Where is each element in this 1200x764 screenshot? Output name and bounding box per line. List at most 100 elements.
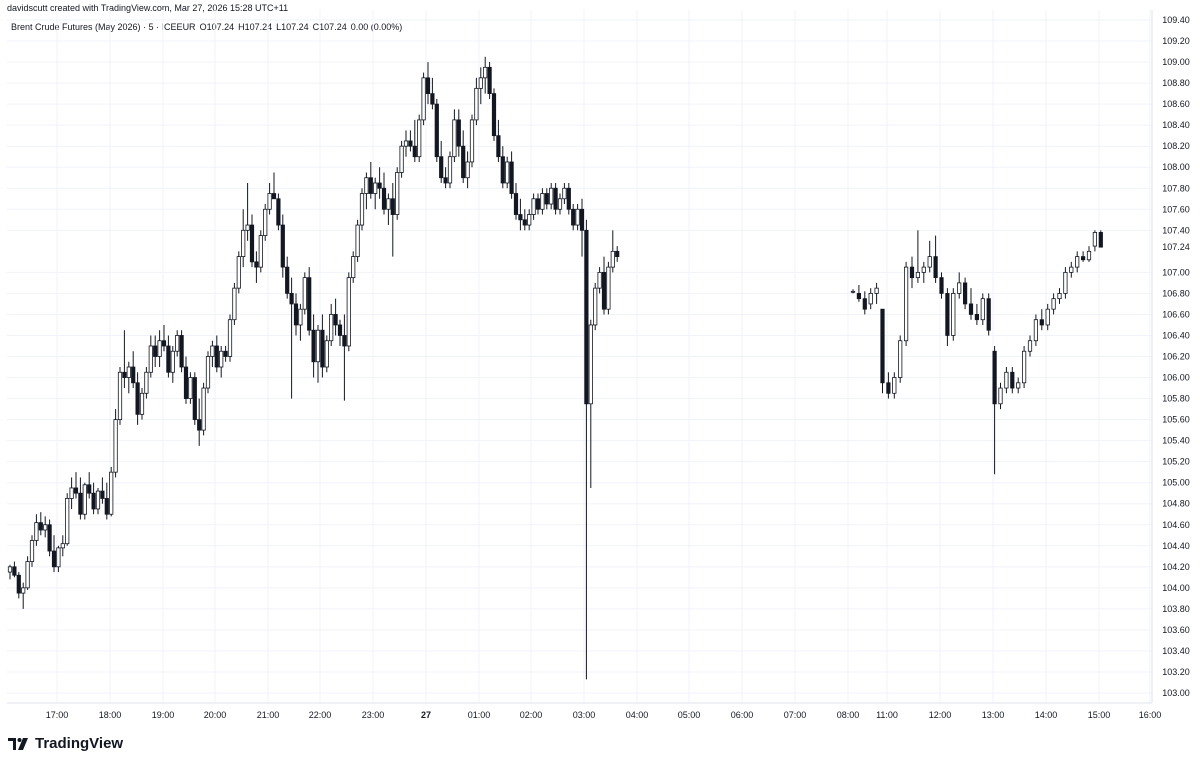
- candle-body: [478, 77, 483, 89]
- y-tick-label: 107.80: [1162, 183, 1190, 193]
- candle-body: [408, 140, 413, 147]
- candle-body: [139, 392, 145, 415]
- candle-body: [236, 256, 241, 289]
- candle-body: [122, 371, 127, 378]
- candle-body: [1081, 256, 1086, 261]
- candle-body: [1069, 266, 1074, 273]
- candle-body: [161, 340, 167, 347]
- y-tick-label: 109.20: [1162, 36, 1190, 46]
- candle-body: [939, 277, 944, 294]
- candle-body: [1039, 319, 1044, 326]
- candle-body: [390, 198, 395, 215]
- candle-body: [329, 314, 334, 342]
- x-tick-label: 17:00: [46, 710, 69, 720]
- candle-body: [880, 308, 885, 384]
- candle-body: [465, 161, 470, 179]
- symbol-title[interactable]: Brent Crude Futures (May 2026) · 5 · ICE…: [11, 22, 196, 32]
- candle-body: [78, 492, 83, 515]
- tradingview-logo-icon: [8, 737, 28, 750]
- candle-body: [170, 350, 175, 373]
- candle-body: [377, 182, 382, 189]
- y-tick-label: 103.20: [1162, 667, 1190, 677]
- candle-body: [1004, 371, 1009, 389]
- candle-body: [157, 340, 162, 357]
- candle-body: [117, 371, 123, 420]
- candle-body: [373, 182, 378, 194]
- candle-body: [535, 198, 541, 210]
- candle-body: [606, 266, 611, 310]
- candle-body: [144, 371, 149, 394]
- candle-body: [285, 266, 290, 294]
- candle-body: [342, 335, 347, 347]
- candle-body: [487, 66, 492, 95]
- candle-body: [862, 298, 867, 310]
- candle-body: [1086, 250, 1092, 261]
- candle-body: [73, 487, 79, 494]
- candle-body: [575, 208, 580, 226]
- tradingview-logo[interactable]: TradingView: [8, 735, 123, 752]
- candle-body: [549, 187, 554, 205]
- candle-body: [469, 119, 475, 163]
- candle-body: [254, 261, 259, 268]
- candle-body: [421, 77, 426, 121]
- candle-body: [346, 277, 351, 347]
- candle-body: [183, 366, 189, 399]
- candle-body: [381, 187, 387, 210]
- y-tick-label: 108.60: [1162, 99, 1190, 109]
- candle-body: [531, 198, 536, 215]
- candle-body: [7, 566, 13, 573]
- x-tick-label: 21:00: [257, 710, 280, 720]
- candle-body: [1092, 232, 1097, 247]
- candle-body: [364, 177, 369, 194]
- candle-body: [522, 219, 527, 226]
- candle-body: [280, 224, 285, 268]
- y-tick-label: 104.00: [1162, 583, 1190, 593]
- y-tick-label: 107.40: [1162, 225, 1190, 235]
- candle-body: [1045, 308, 1050, 326]
- candle-body: [337, 324, 343, 336]
- candle-body: [610, 250, 615, 268]
- x-tick-label: 18:00: [99, 710, 122, 720]
- x-tick-label: 15:00: [1088, 710, 1111, 720]
- candle-body: [219, 350, 224, 368]
- candle-body: [1010, 371, 1015, 389]
- candle-body: [302, 277, 307, 310]
- candle-body: [227, 319, 233, 357]
- candle-body: [957, 282, 962, 294]
- candle-body: [289, 293, 294, 305]
- candle-body: [980, 298, 985, 321]
- candle-body: [205, 356, 211, 389]
- y-tick-label: 108.40: [1162, 120, 1190, 130]
- y-tick-label: 105.40: [1162, 436, 1190, 446]
- candle-body: [60, 543, 65, 549]
- candle-body: [113, 419, 118, 473]
- candle-body: [82, 484, 87, 515]
- candle-body: [509, 161, 514, 194]
- y-tick-label: 107.00: [1162, 267, 1190, 277]
- candle-body: [100, 490, 105, 499]
- last-price-tag: 107.24: [1162, 242, 1190, 252]
- y-tick-label: 103.00: [1162, 688, 1190, 698]
- chart-credit: davidscutt created with TradingView.com,…: [7, 3, 289, 13]
- candle-body: [126, 366, 131, 378]
- candle-body: [483, 66, 488, 79]
- candle-body: [109, 471, 114, 515]
- candle-body: [452, 119, 457, 158]
- candle-body: [571, 208, 576, 226]
- y-tick-label: 105.20: [1162, 457, 1190, 467]
- candle-body: [904, 266, 909, 342]
- candle-body: [148, 345, 153, 373]
- x-tick-label: 14:00: [1035, 710, 1058, 720]
- open-value: O107.24: [199, 22, 235, 32]
- candle-body: [850, 290, 856, 293]
- candle-body: [16, 574, 21, 594]
- candle-body: [43, 524, 48, 531]
- candle-body: [21, 587, 26, 594]
- candle-body: [439, 156, 444, 179]
- y-tick-label: 108.00: [1162, 162, 1190, 172]
- candle-body: [210, 345, 215, 357]
- candle-body: [1075, 256, 1080, 268]
- candle-body: [434, 103, 439, 158]
- x-tick-label: 23:00: [362, 710, 385, 720]
